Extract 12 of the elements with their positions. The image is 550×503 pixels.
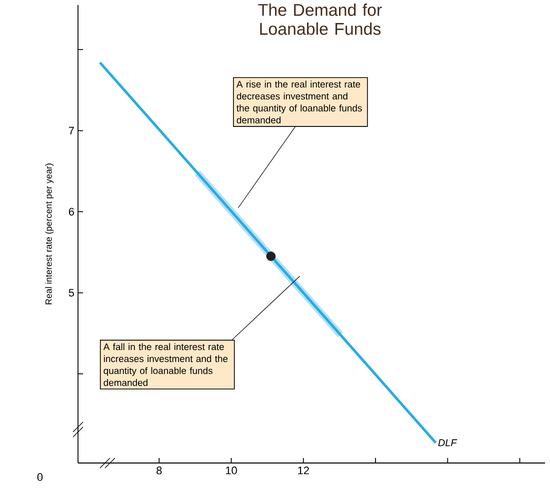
y-axis-title: Real interest rate (percent per year) xyxy=(45,164,54,304)
annotation: A rise in the real interest rate decreases investment and the quantity of loanable funds demanded xyxy=(236,80,362,124)
y-tick-label: 7 xyxy=(68,126,74,134)
chart-title: The Demand for Loanable Funds xyxy=(258,4,382,35)
y-tick-label: 6 xyxy=(68,208,74,216)
text: 0 xyxy=(37,473,43,481)
y-tick-label: 5 xyxy=(68,288,74,297)
annotation: A fall in the real interest rate increases investment and the quantity of loanable funds demanded xyxy=(103,343,228,386)
x-tick-label: 12 xyxy=(298,466,309,474)
x-tick-label: 10 xyxy=(226,466,237,474)
series-label: DLF xyxy=(438,439,458,446)
x-tick-label: 8 xyxy=(156,466,162,474)
